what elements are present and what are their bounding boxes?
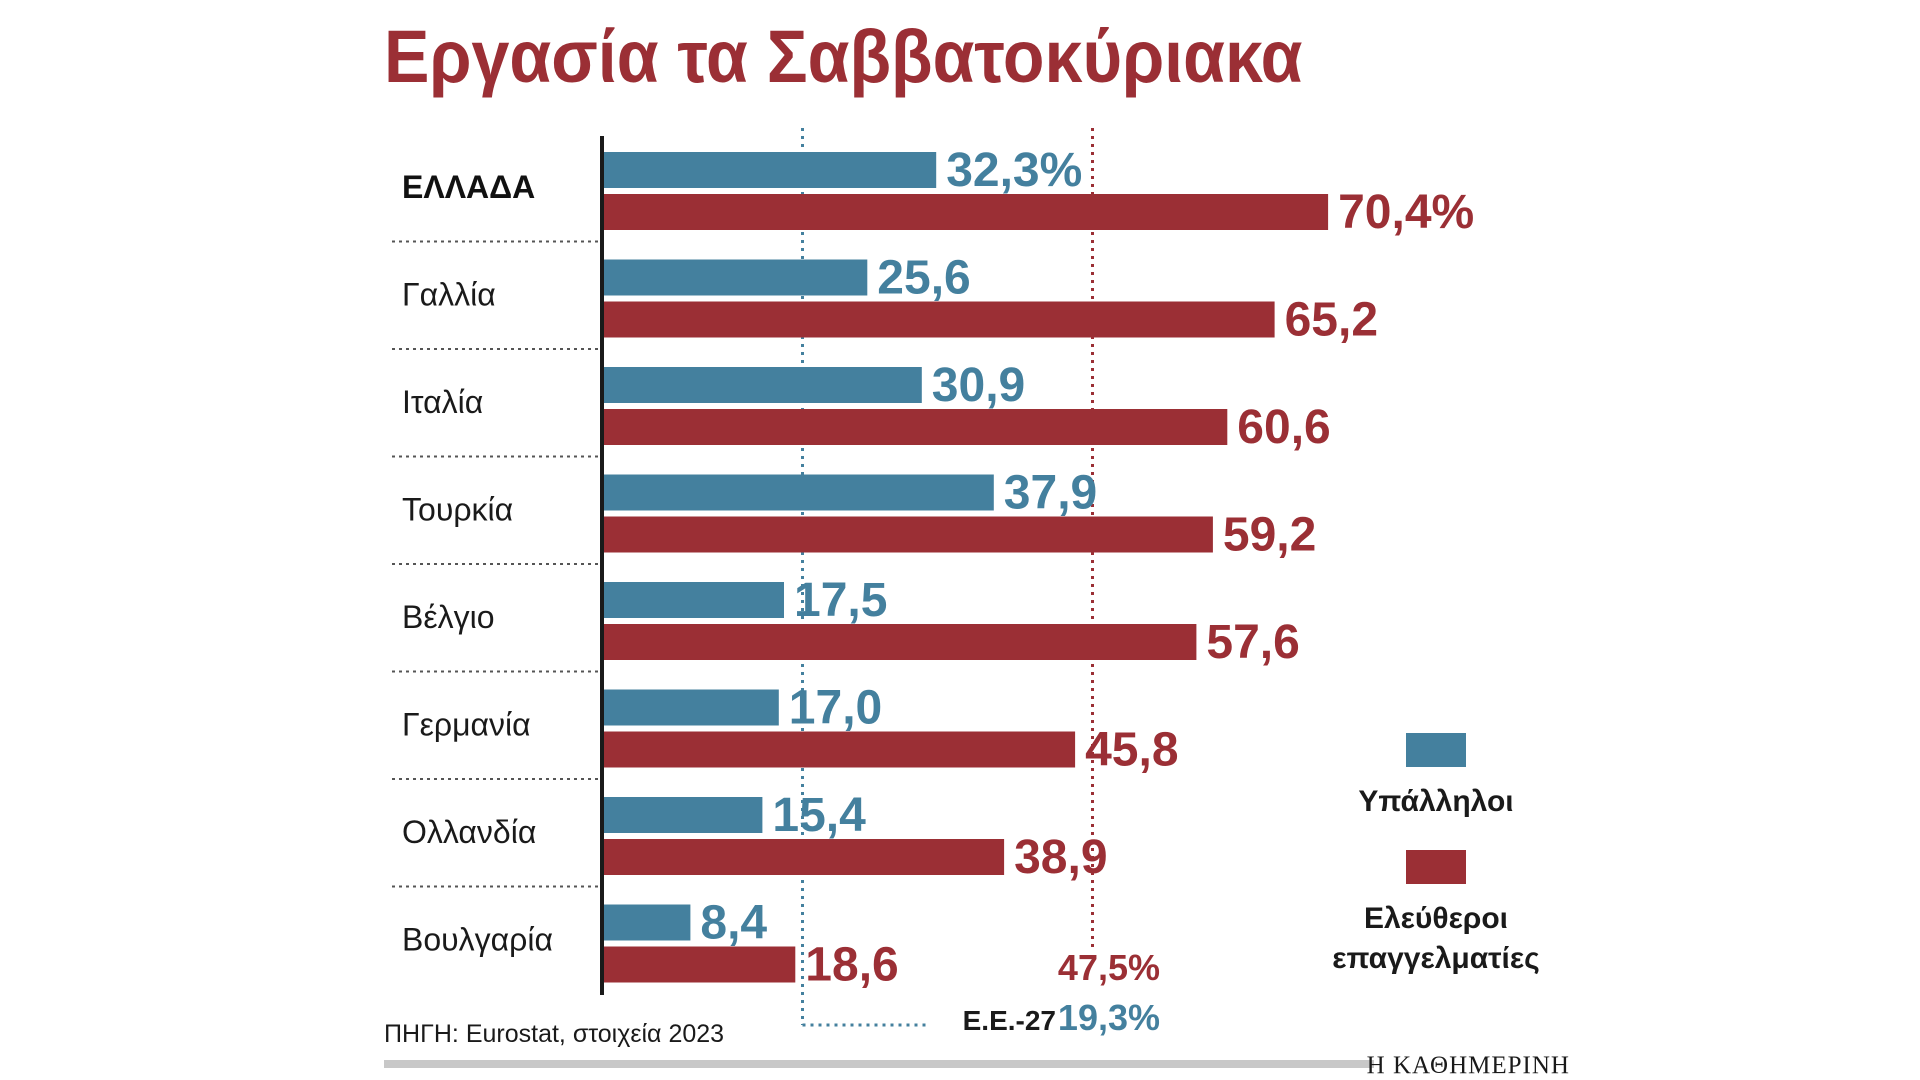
value-label-employees: 8,4 (700, 897, 767, 950)
value-label-self-employed: 65,2 (1285, 294, 1378, 347)
bar-employees (604, 582, 784, 618)
category-label: Γαλλία (402, 277, 496, 313)
value-label-employees: 25,6 (877, 252, 970, 305)
bar-employees (604, 259, 868, 296)
bar-self-employed (604, 946, 796, 983)
eu-caption: Ε.Ε.-27 (963, 1005, 1056, 1036)
value-label-employees: 15,4 (772, 789, 866, 842)
value-label-employees: 17,5 (794, 574, 887, 627)
eu-value-self-employed: 47,5% (1058, 947, 1160, 988)
value-label-self-employed: 57,6 (1206, 616, 1299, 669)
legend-label-self-employed: επαγγελματίες (1332, 942, 1539, 975)
category-label: Τουρκία (402, 492, 513, 528)
value-label-self-employed: 38,9 (1014, 831, 1107, 884)
value-label-self-employed: 45,8 (1085, 724, 1178, 777)
category-label: Ιταλία (402, 384, 483, 420)
bar-self-employed (604, 624, 1197, 660)
category-label: Ολλανδία (402, 814, 536, 850)
bar-self-employed (604, 194, 1329, 230)
value-label-employees: 37,9 (1004, 467, 1097, 520)
bar-self-employed (604, 409, 1228, 445)
reference-lines (801, 128, 1094, 1027)
bar-self-employed (604, 731, 1076, 768)
bar-employees (604, 474, 994, 511)
value-label-employees: 32,3% (946, 144, 1082, 197)
eu-value-employees: 19,3% (1058, 997, 1160, 1038)
row-separators (392, 240, 600, 888)
bar-employees (604, 152, 937, 188)
legend-swatch-self-employed (1406, 850, 1466, 884)
legend-label-employees: Υπάλληλοι (1358, 785, 1513, 818)
value-label-self-employed: 70,4% (1338, 186, 1474, 239)
bar-self-employed (604, 516, 1213, 553)
bar-employees (604, 367, 922, 403)
source-note: ΠΗΓΗ: Eurostat, στοιχεία 2023 (384, 1020, 724, 1048)
chart-title: Εργασία τα Σαββατοκύριακα (384, 15, 1303, 98)
legend-label-self-employed: Ελεύθεροι (1364, 902, 1508, 935)
category-labels: ΕΛΛΑΔΑ Γαλλία Ιταλία Τουρκία Βέλγιο Γερμανία Ο… (402, 169, 553, 958)
legend: Υπάλληλοι Ελεύθεροι επαγγελματίες (1332, 733, 1540, 975)
value-label-employees: 30,9 (932, 359, 1025, 412)
value-label-self-employed: 59,2 (1223, 509, 1316, 562)
bar-employees (604, 689, 779, 726)
legend-swatch-employees (1406, 733, 1466, 767)
value-label-self-employed: 60,6 (1237, 401, 1330, 454)
category-label: Βουλγαρία (402, 922, 553, 958)
bar-self-employed (604, 301, 1275, 338)
value-labels: 32,3% 70,4% 25,6 65,2 30,9 60,6 37,9 59,2 17,5 57… (700, 144, 1474, 992)
bar-employees (604, 797, 763, 833)
bars (604, 152, 1329, 983)
category-label: Βέλγιο (402, 599, 495, 635)
category-label: Γερμανία (402, 707, 531, 743)
value-label-self-employed: 18,6 (805, 939, 898, 992)
category-label: ΕΛΛΑΔΑ (402, 169, 535, 205)
reference-labels: 47,5%Ε.Ε.-27 19,3% (963, 947, 1160, 1038)
bar-self-employed (604, 839, 1005, 875)
value-label-employees: 17,0 (789, 682, 882, 735)
brand-logo: Η ΚΑΘΗΜΕΡΙΝΗ (1367, 1052, 1570, 1079)
bar-employees (604, 904, 691, 941)
